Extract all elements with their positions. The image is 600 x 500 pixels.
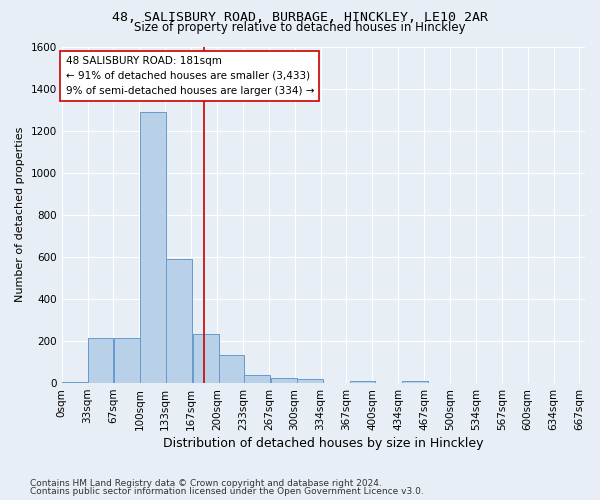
Text: Contains public sector information licensed under the Open Government Licence v3: Contains public sector information licen… (30, 487, 424, 496)
Text: 48, SALISBURY ROAD, BURBAGE, HINCKLEY, LE10 2AR: 48, SALISBURY ROAD, BURBAGE, HINCKLEY, L… (112, 11, 488, 24)
Bar (114, 338, 140, 383)
Text: Size of property relative to detached houses in Hinckley: Size of property relative to detached ho… (134, 21, 466, 34)
Text: Contains HM Land Registry data © Crown copyright and database right 2024.: Contains HM Land Registry data © Crown c… (30, 478, 382, 488)
Bar (297, 379, 323, 383)
Bar (166, 259, 192, 383)
Bar (244, 374, 271, 383)
Bar (62, 382, 88, 383)
Bar (193, 334, 218, 383)
Bar (218, 354, 244, 383)
Text: 48 SALISBURY ROAD: 181sqm
← 91% of detached houses are smaller (3,433)
9% of sem: 48 SALISBURY ROAD: 181sqm ← 91% of detac… (65, 56, 314, 96)
Bar (402, 381, 428, 383)
Bar (350, 381, 376, 383)
Bar (271, 378, 297, 383)
Bar (88, 338, 113, 383)
Bar (140, 112, 166, 383)
X-axis label: Distribution of detached houses by size in Hinckley: Distribution of detached houses by size … (163, 437, 484, 450)
Y-axis label: Number of detached properties: Number of detached properties (15, 127, 25, 302)
